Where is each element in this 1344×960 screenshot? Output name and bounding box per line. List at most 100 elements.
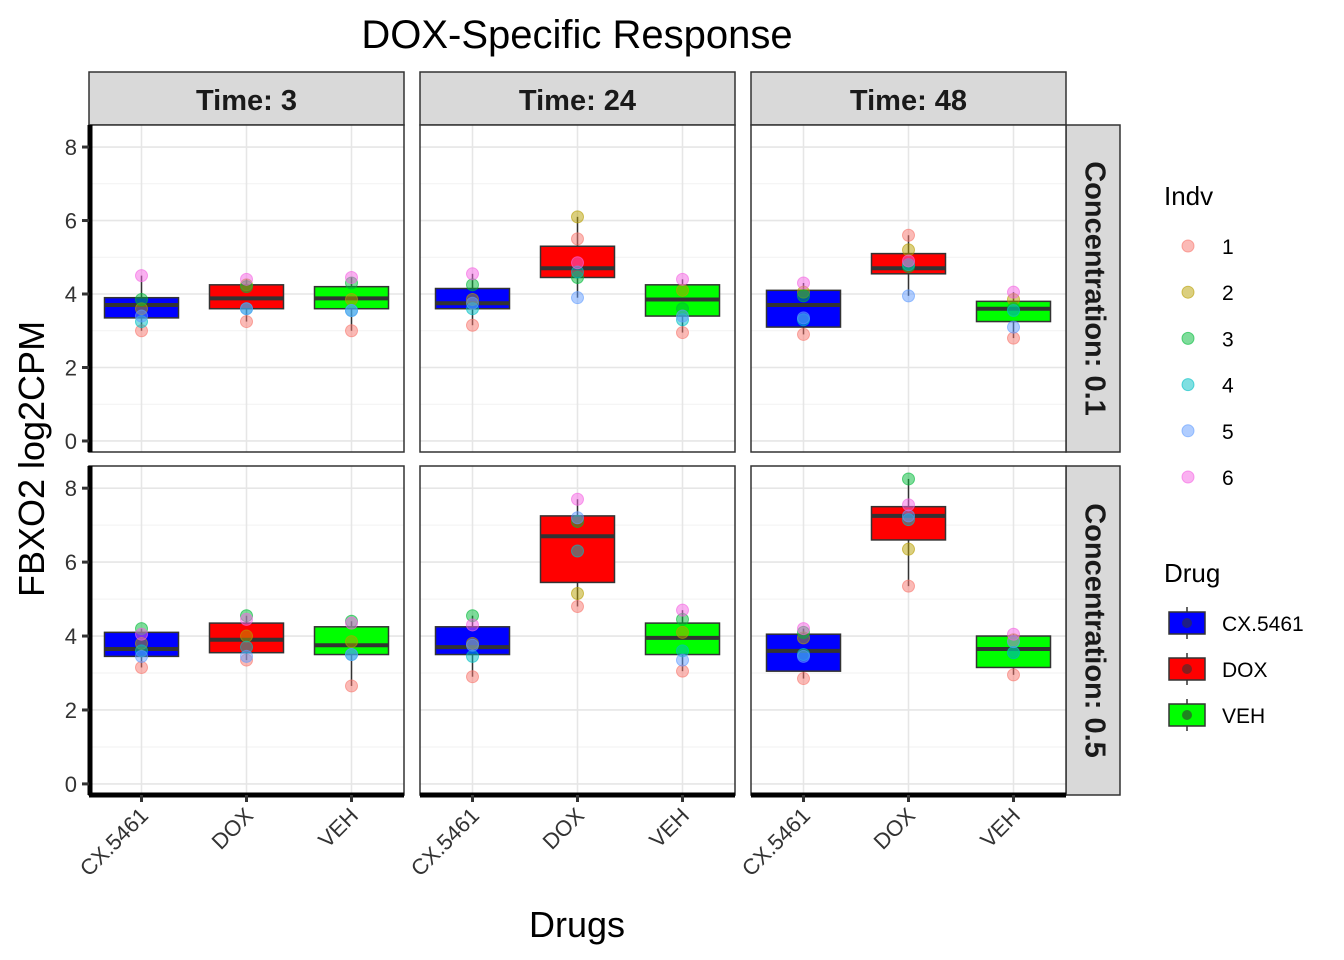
data-point: [797, 311, 810, 325]
column-strip: [419, 71, 736, 126]
legend-drug-title: Drug: [1164, 558, 1220, 588]
legend-drug-label: CX.5461: [1222, 613, 1304, 636]
data-point: [135, 293, 148, 307]
data-point: [902, 509, 915, 523]
data-point: [1007, 668, 1020, 682]
row-strip: [1065, 124, 1121, 453]
data-point: [1007, 304, 1020, 318]
data-point: [135, 627, 148, 641]
row-strip: [1065, 465, 1121, 796]
data-point: [466, 618, 479, 632]
data-point: [797, 622, 810, 636]
legend-drug-point: [1182, 618, 1192, 628]
data-point: [240, 315, 253, 329]
column-strip-label: Time: 3: [196, 85, 297, 117]
y-tick-label: 6: [65, 550, 77, 575]
legend-indv-label: 1: [1222, 236, 1234, 259]
data-point: [571, 492, 584, 506]
legend-drug-point: [1182, 710, 1192, 720]
data-point: [1007, 627, 1020, 641]
data-point: [902, 243, 915, 257]
data-point: [571, 544, 584, 558]
data-point: [345, 293, 358, 307]
data-point: [676, 272, 689, 286]
column-strip-label: Time: 48: [850, 85, 967, 117]
facet-grid: Time: 3 Time: 24 Time: 48 Concentration: 0.…: [65, 71, 1121, 881]
data-point: [902, 498, 915, 512]
data-point: [466, 670, 479, 684]
data-point: [571, 511, 584, 525]
data-point: [676, 309, 689, 323]
data-point: [902, 254, 915, 268]
data-point: [571, 210, 584, 224]
legend-drug-label: VEH: [1222, 705, 1265, 728]
data-point: [902, 228, 915, 242]
data-point: [676, 664, 689, 678]
data-point: [466, 649, 479, 663]
legend-indv-title: Indv: [1164, 181, 1213, 211]
x-tick-label: CX.5461: [737, 803, 815, 881]
legend-indv-label: 5: [1222, 421, 1234, 444]
y-axis-title: FBXO2 log2CPM: [11, 321, 52, 597]
row-strip-label: Concentration: 0.1: [1078, 161, 1110, 416]
data-point: [902, 289, 915, 303]
data-point: [797, 327, 810, 341]
data-point: [240, 629, 253, 643]
data-point: [466, 296, 479, 310]
column-strip: [88, 71, 405, 126]
data-point: [571, 256, 584, 270]
data-point: [345, 616, 358, 630]
data-point: [135, 660, 148, 674]
data-point: [135, 649, 148, 663]
legend-drug-label: DOX: [1222, 659, 1268, 682]
data-point: [902, 579, 915, 593]
data-point: [240, 272, 253, 286]
data-point: [797, 649, 810, 663]
facet-panel: CX.5461 DOX VEH: [737, 465, 1067, 881]
legend-drug: Drug CX.5461 DOX VEH: [1164, 558, 1304, 731]
chart-title: DOX-Specific Response: [361, 13, 792, 57]
x-tick-label: DOX: [538, 803, 590, 855]
data-point: [1007, 320, 1020, 334]
data-point: [676, 625, 689, 639]
data-point: [902, 472, 915, 486]
data-point: [345, 679, 358, 693]
data-point: [676, 653, 689, 667]
data-point: [676, 603, 689, 617]
data-point: [902, 542, 915, 556]
data-point: [466, 638, 479, 652]
data-point: [345, 635, 358, 649]
x-tick-label: CX.5461: [406, 803, 484, 881]
facet-panel: [419, 124, 736, 453]
panel-border: [419, 124, 736, 453]
data-point: [571, 291, 584, 305]
y-tick-label: 8: [65, 476, 77, 501]
facet-panel: 0 2 4 6 8 CX.5461 DOX VEH: [65, 465, 405, 881]
legend-indv-label: 2: [1222, 282, 1234, 305]
data-point: [135, 309, 148, 323]
data-point: [797, 276, 810, 290]
column-strip-label: Time: 24: [519, 85, 636, 117]
data-point: [345, 648, 358, 662]
data-point: [466, 278, 479, 292]
data-point: [1007, 331, 1020, 345]
row-strip-label: Concentration: 0.5: [1078, 503, 1110, 758]
x-tick-label: DOX: [207, 803, 259, 855]
panel-border: [750, 124, 1067, 453]
data-point: [797, 289, 810, 303]
y-tick-label: 2: [65, 355, 77, 380]
data-point: [571, 599, 584, 613]
data-point: [571, 232, 584, 246]
facet-panel: CX.5461 DOX VEH: [406, 465, 736, 881]
data-point: [345, 304, 358, 318]
legend-indv: Indv 1 2 3 4 5 6: [1164, 181, 1234, 490]
legend-indv-swatch: [1181, 285, 1195, 299]
data-point: [797, 672, 810, 686]
y-tick-label: 8: [65, 135, 77, 160]
x-tick-label: CX.5461: [75, 803, 153, 881]
legend-indv-swatch: [1181, 378, 1195, 392]
legend-indv-swatch: [1181, 424, 1195, 438]
legend-indv-swatch: [1181, 470, 1195, 484]
y-tick-label: 2: [65, 698, 77, 723]
